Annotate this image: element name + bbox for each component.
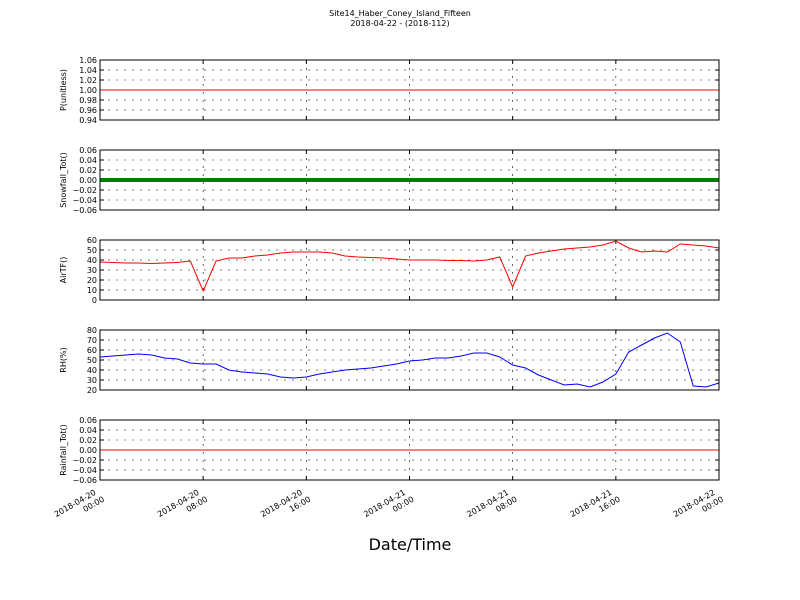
- x-tick-label: 2018-04-2100:00: [362, 486, 415, 528]
- y-axis-label: P(unitless): [59, 69, 68, 111]
- y-tick-label: 40: [87, 256, 97, 265]
- y-axis-label: RH(%): [59, 347, 68, 372]
- y-tick-label: 30: [87, 376, 97, 385]
- y-tick-label: 0.98: [79, 96, 97, 105]
- y-tick-label: 0.06: [79, 416, 97, 425]
- x-axis-label: Date/Time: [369, 535, 452, 554]
- y-tick-label: 60: [87, 236, 97, 245]
- y-tick-label: −0.04: [72, 466, 97, 475]
- y-tick-label: 1.00: [79, 86, 97, 95]
- y-tick-label: 0.94: [79, 116, 97, 125]
- y-tick-label: 50: [87, 246, 97, 255]
- y-axis-label: Rainfall_Tot(): [59, 424, 68, 476]
- y-tick-label: 80: [87, 326, 97, 335]
- axes-frame: [99, 239, 720, 301]
- y-tick-label: 0.00: [79, 446, 97, 455]
- y-tick-label: 1.06: [79, 56, 97, 65]
- y-tick-label: 30: [87, 266, 97, 275]
- y-tick-label: 0.06: [79, 146, 97, 155]
- axes-frame: [99, 329, 720, 391]
- figure-subtitle: 2018-04-22 - (2018-112): [350, 19, 449, 28]
- y-tick-label: 40: [87, 366, 97, 375]
- y-tick-label: 60: [87, 346, 97, 355]
- x-tick-label: 2018-04-2116:00: [569, 486, 622, 528]
- y-tick-label: 0.04: [79, 426, 97, 435]
- x-tick-label: 2018-04-2108:00: [465, 486, 518, 528]
- y-tick-label: 0.00: [79, 176, 97, 185]
- figure-title: Site14_Haber_Coney_Island_Fifteen: [329, 9, 471, 18]
- axes-frame: [99, 149, 720, 211]
- axes-frame: [99, 419, 720, 481]
- y-tick-label: −0.04: [72, 196, 97, 205]
- y-tick-label: 20: [87, 386, 97, 395]
- y-tick-label: 0.04: [79, 156, 97, 165]
- y-tick-label: −0.06: [72, 476, 97, 485]
- axes-frame: [99, 59, 720, 121]
- y-tick-label: 1.04: [79, 66, 97, 75]
- y-tick-label: 0.02: [79, 436, 97, 445]
- y-tick-label: 20: [87, 276, 97, 285]
- y-tick-label: 0.96: [79, 106, 97, 115]
- y-axis-label: AirTF(): [59, 257, 68, 284]
- x-tick-label: 2018-04-2008:00: [156, 486, 209, 528]
- y-tick-label: 0: [92, 296, 97, 305]
- y-tick-label: −0.02: [72, 186, 97, 195]
- y-tick-label: −0.02: [72, 456, 97, 465]
- x-tick-label: 2018-04-2000:00: [53, 486, 106, 528]
- y-tick-label: 70: [87, 336, 97, 345]
- y-tick-label: −0.06: [72, 206, 97, 215]
- y-tick-label: 1.02: [79, 76, 97, 85]
- y-tick-label: 50: [87, 356, 97, 365]
- y-tick-label: 0.02: [79, 166, 97, 175]
- x-tick-label: 2018-04-2200:00: [672, 486, 725, 528]
- y-axis-label: Snowfall_Tot(): [59, 152, 68, 208]
- x-tick-label: 2018-04-2016:00: [259, 486, 312, 528]
- y-tick-label: 10: [87, 286, 97, 295]
- data-line: [99, 332, 720, 388]
- data-line: [99, 240, 720, 293]
